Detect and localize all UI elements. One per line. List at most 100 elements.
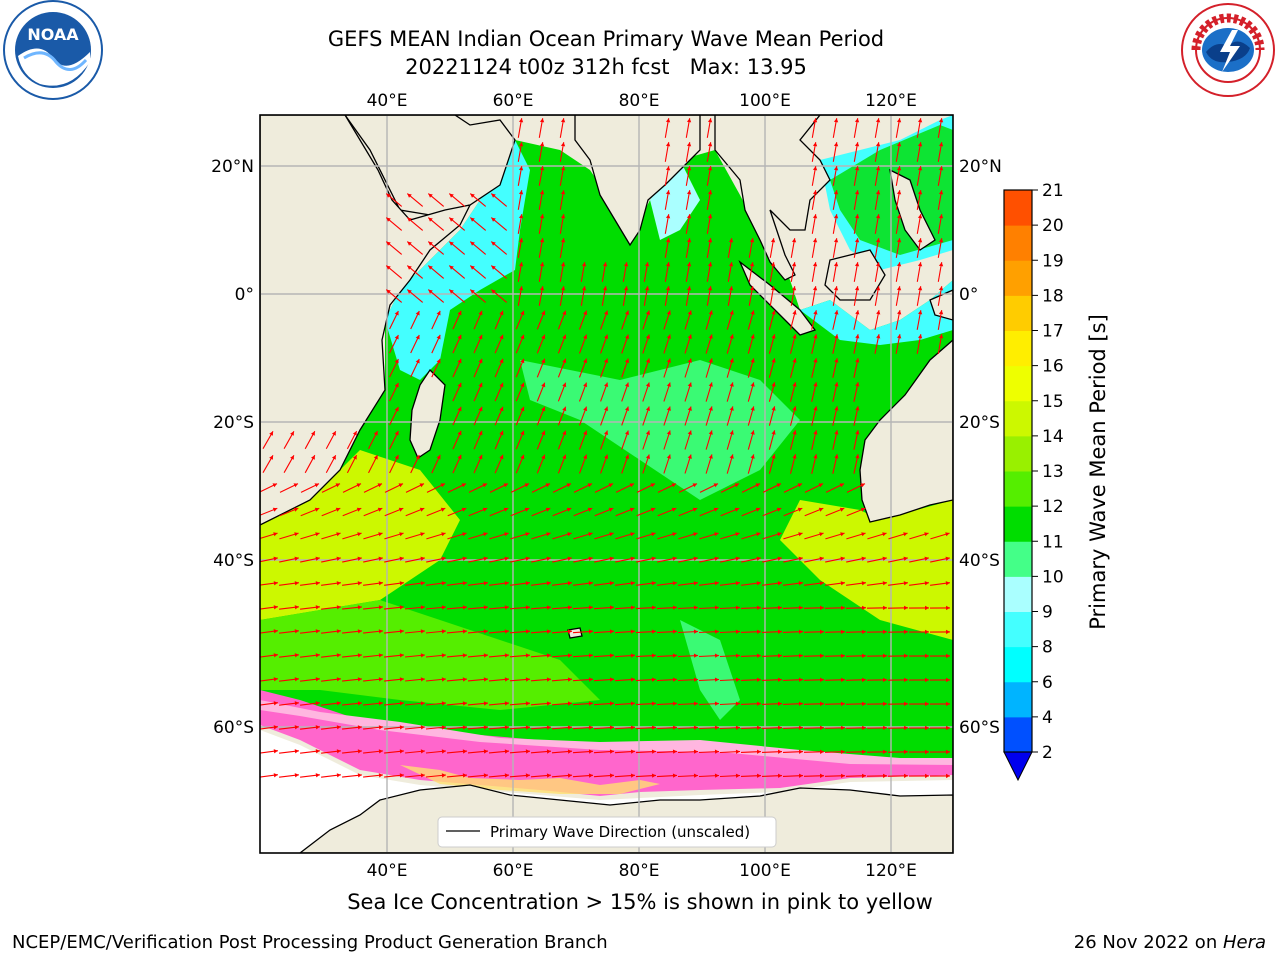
wave-arrow-head: [457, 310, 462, 316]
wave-arrow-head: [708, 334, 713, 339]
wave-arrow-head: [335, 483, 340, 488]
wave-arrow-head: [483, 773, 488, 778]
wave-arrow-head: [499, 430, 504, 436]
wave-arrow-head: [336, 532, 341, 537]
wave-arrow-head: [560, 142, 566, 147]
wave-arrow-head: [457, 382, 462, 388]
wave-arrow-head: [377, 483, 382, 488]
wave-arrow-head: [378, 605, 383, 610]
wave-arrow-head: [946, 701, 950, 707]
wave-arrow-head: [567, 556, 572, 561]
wave-arrow-head: [687, 382, 692, 387]
wave-arrow-head: [518, 286, 524, 291]
wave-arrow-head: [441, 556, 446, 561]
wave-arrow-head: [645, 430, 650, 435]
land-africa: [260, 115, 953, 216]
wave-arrow-head: [693, 677, 698, 682]
wave-arrow-head: [604, 310, 609, 315]
wave-arrow-head: [735, 749, 740, 754]
lon-tick-top-120e: 120°E: [865, 91, 917, 111]
wave-arrow-head: [518, 190, 524, 195]
wave-arrow-head: [714, 556, 719, 561]
sea-ice-caption: Sea Ice Concentration > 15% is shown in …: [347, 890, 933, 914]
wave-arrow-head: [524, 483, 529, 488]
wave-arrow-head: [609, 725, 614, 730]
wave-arrow-head: [925, 725, 929, 731]
wave-arrow-head: [938, 286, 944, 291]
wave-arrow-head: [812, 262, 818, 267]
wave-arrow-head: [394, 431, 399, 436]
lat-tick-labels-left: 20°N 0° 20°S 40°S 60°S: [211, 157, 254, 738]
wave-arrow-head: [757, 773, 761, 778]
colorbar-extend-arrow: [1003, 751, 1033, 782]
wave-arrow-head: [407, 193, 412, 198]
wave-arrow-head: [588, 605, 593, 610]
wave-arrow-head: [692, 507, 698, 512]
footer-credit: NCEP/EMC/Verification Post Processing Pr…: [12, 932, 608, 953]
wave-arrow-head: [478, 406, 483, 412]
wave-arrow-head: [757, 701, 761, 706]
wave-arrow-head: [630, 532, 635, 537]
wave-arrow-head: [539, 238, 545, 243]
wave-arrow-head: [315, 532, 320, 537]
wave-arrow-head: [862, 725, 866, 730]
nws-logo: [1176, 0, 1280, 104]
wave-arrow-head: [541, 334, 546, 340]
wave-arrow-head: [352, 431, 357, 436]
wave-arrow-head: [525, 605, 530, 610]
wave-arrow-head: [818, 483, 823, 488]
wave-arrow-head: [896, 238, 902, 243]
wave-arrow-head: [567, 701, 572, 706]
wave-arrow-head: [428, 193, 433, 198]
lon-tick-bottom-120e: 120°E: [865, 861, 917, 881]
wave-arrow-head: [686, 262, 692, 267]
wave-arrow-head: [539, 190, 545, 195]
wave-arrow-head: [419, 483, 424, 488]
wave-arrow-head: [499, 406, 504, 412]
wave-arrow-head: [273, 677, 278, 682]
lon-tick-top-60e: 60°E: [493, 91, 534, 111]
wave-arrow-head: [546, 653, 551, 658]
wave-arrow-head: [833, 142, 839, 147]
wave-arrow-head: [623, 286, 629, 291]
wave-arrow-head: [799, 701, 803, 706]
wave-arrow-head: [778, 773, 782, 778]
lat-tick-right-20s: 20°S: [959, 413, 1000, 433]
wave-arrow-head: [378, 749, 383, 754]
wave-arrow-head: [686, 142, 692, 147]
wave-arrow-head: [462, 677, 467, 682]
wave-arrow-head: [855, 310, 860, 315]
wave-arrow-head: [820, 629, 824, 634]
wave-arrow-head: [483, 725, 488, 730]
wave-arrow-head: [546, 725, 551, 730]
wave-arrow-head: [904, 773, 908, 778]
wave-arrow-head: [938, 214, 944, 219]
wave-arrow-head: [841, 749, 845, 754]
wave-arrow-head: [735, 677, 740, 682]
wave-arrow-head: [729, 382, 734, 387]
legend-label: Primary Wave Direction (unscaled): [490, 823, 750, 841]
wave-arrow-head: [560, 262, 566, 267]
wave-arrow-head: [708, 382, 713, 387]
wave-arrow-head: [378, 701, 383, 706]
map-frame: [259, 114, 954, 854]
wave-arrow-head: [813, 454, 818, 459]
wave-arrow-head: [587, 483, 592, 488]
lon-tick-bottom-60e: 60°E: [493, 861, 534, 881]
wave-arrow-head: [357, 725, 362, 730]
colorbar-segment: [1004, 611, 1032, 648]
sea-ice-yellow: [400, 765, 660, 794]
wave-arrow-head: [665, 166, 671, 171]
wave-arrow-head: [813, 334, 818, 339]
wave-arrow-head: [855, 358, 860, 363]
wave-arrow-head: [336, 773, 341, 778]
wave-arrow-head: [386, 217, 391, 222]
wave-arrow-head: [394, 311, 399, 316]
wave-arrow-head: [757, 605, 761, 610]
wave-arrow-head: [311, 431, 315, 436]
wave-arrow-head: [714, 773, 719, 778]
wave-arrow-head: [834, 382, 839, 387]
wave-arrow-head: [666, 454, 671, 459]
wave-arrow-head: [609, 581, 614, 586]
wave-arrow-head: [854, 118, 860, 123]
